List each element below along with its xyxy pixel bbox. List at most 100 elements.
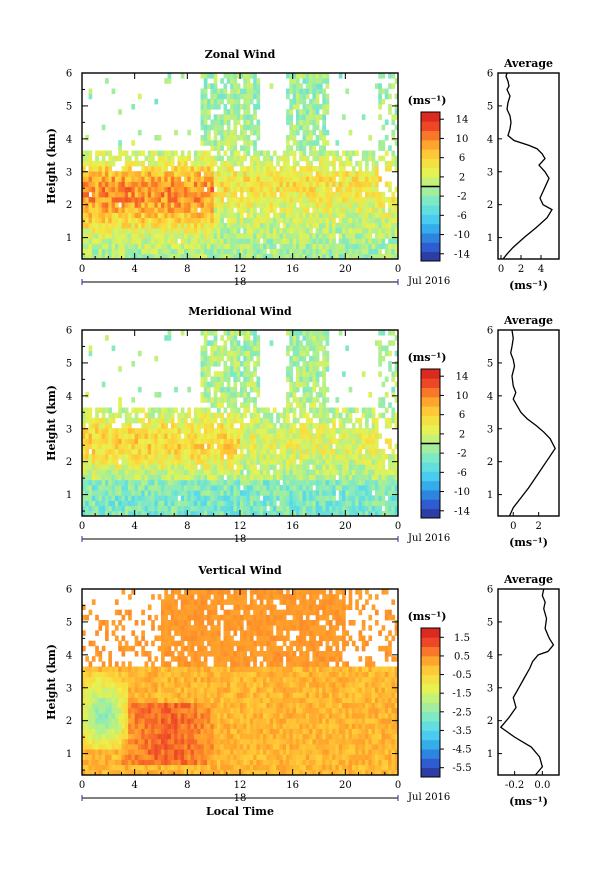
heatmap-cell	[118, 479, 122, 486]
heatmap-cell	[345, 181, 350, 188]
heatmap-cell	[328, 176, 333, 182]
heatmap-cell	[187, 233, 192, 239]
heatmap-cell	[256, 376, 261, 383]
x-tick-label: 0	[395, 264, 401, 275]
heatmap-cell	[154, 238, 159, 244]
heatmap-cell	[282, 217, 287, 224]
heatmap-cell	[332, 166, 336, 172]
heatmap-cell	[213, 135, 218, 141]
heatmap-cell	[223, 83, 228, 89]
heatmap-cell	[210, 469, 215, 476]
heatmap-cell	[220, 490, 224, 496]
heatmap-cell	[289, 253, 294, 260]
heatmap-cell	[256, 474, 261, 481]
heatmap-cell	[154, 448, 159, 455]
heatmap-cell	[177, 176, 182, 182]
heatmap-cell	[207, 129, 211, 136]
heatmap-cell	[220, 417, 224, 424]
heatmap-cell	[147, 479, 152, 486]
heatmap-cell	[272, 443, 277, 450]
heatmap-cell	[216, 355, 221, 362]
heatmap-cell	[95, 728, 99, 735]
heatmap-cell	[118, 181, 122, 188]
heatmap-cell	[368, 222, 373, 229]
heatmap-cell	[253, 438, 257, 445]
heatmap-cell	[233, 114, 238, 120]
heatmap-cell	[243, 243, 247, 250]
heatmap-cell	[184, 191, 188, 198]
heatmap-cell	[282, 243, 287, 250]
heatmap-cell	[180, 495, 185, 501]
profile-y-tick-label: 5	[487, 358, 493, 369]
heatmap-cell	[184, 423, 188, 429]
heatmap-cell	[256, 150, 261, 157]
heatmap-cell	[256, 443, 261, 450]
heatmap-cell	[236, 186, 241, 193]
heatmap-cell	[289, 135, 294, 141]
heatmap-cell	[210, 485, 215, 491]
heatmap-cell	[111, 510, 116, 517]
heatmap-cell	[325, 197, 330, 203]
heatmap-cell	[207, 433, 211, 439]
heatmap-cell	[207, 140, 211, 146]
heatmap-cell	[394, 197, 399, 203]
heatmap-cell	[279, 166, 284, 172]
heatmap-cell	[233, 402, 238, 408]
heatmap-cell	[302, 366, 307, 372]
heatmap-cell	[374, 243, 379, 250]
heatmap-cell	[210, 207, 215, 213]
heatmap-cell	[161, 495, 165, 501]
heatmap-cell	[282, 443, 287, 450]
heatmap-cell	[361, 469, 366, 476]
heatmap-cell	[82, 749, 86, 755]
heatmap-cell	[85, 433, 89, 439]
heatmap-cell	[167, 233, 172, 239]
heatmap-cell	[174, 171, 178, 177]
heatmap-cell	[381, 397, 386, 403]
heatmap-cell	[170, 248, 175, 255]
heatmap-cell	[236, 73, 241, 79]
heatmap-cell	[384, 197, 389, 203]
heatmap-cell	[213, 83, 218, 89]
heatmap-cell	[213, 248, 218, 255]
heatmap-cell	[246, 433, 251, 439]
heatmap-cell	[134, 243, 139, 250]
heatmap-cell	[108, 253, 113, 260]
heatmap-cell	[118, 233, 122, 239]
heatmap-cell	[295, 114, 300, 120]
heatmap-cell	[220, 510, 224, 517]
heatmap-cell	[305, 186, 310, 193]
heatmap-cell	[121, 207, 126, 213]
heatmap-cell	[243, 386, 247, 393]
heatmap-cell	[85, 243, 89, 250]
heatmap-cell	[348, 438, 353, 445]
heatmap-cell	[137, 160, 142, 167]
heatmap-cell	[365, 207, 369, 213]
heatmap-cell	[131, 222, 136, 229]
heatmap-cell	[345, 428, 350, 434]
heatmap-cell	[249, 166, 254, 172]
heatmap-cell	[177, 412, 182, 419]
heatmap-cell	[279, 500, 284, 507]
heatmap-cell	[95, 454, 99, 460]
heatmap-cell	[309, 243, 313, 250]
heatmap-cell	[193, 474, 198, 481]
heatmap-cell	[200, 350, 205, 357]
heatmap-cell	[151, 197, 155, 203]
heatmap-cell	[342, 160, 346, 167]
heatmap-cell	[118, 228, 122, 234]
heatmap-cell	[220, 243, 224, 250]
heatmap-cell	[276, 176, 280, 182]
heatmap-cell	[147, 448, 152, 455]
heatmap-cell	[144, 454, 149, 460]
heatmap-cell	[292, 330, 297, 336]
heatmap-cell	[85, 485, 89, 491]
heatmap-cell	[193, 155, 198, 162]
day-label: 18	[234, 277, 247, 288]
heatmap-cell	[105, 500, 109, 507]
heatmap-cell	[325, 243, 330, 250]
heatmap-cell	[378, 93, 382, 100]
heatmap-cell	[226, 176, 231, 182]
heatmap-cell	[147, 454, 152, 460]
heatmap-cell	[325, 386, 330, 393]
